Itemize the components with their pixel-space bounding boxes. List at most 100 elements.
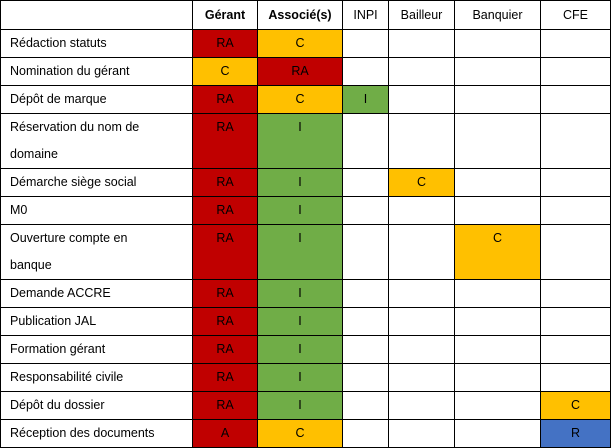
column-header-banquier: Banquier	[454, 0, 541, 30]
raci-cell-inpi	[342, 363, 389, 392]
table-row: Démarche siège social RA I C	[0, 168, 611, 197]
table-row: Dépôt de marque RA C I	[0, 85, 611, 114]
raci-cell-associes: I	[257, 224, 343, 280]
raci-cell-cfe	[540, 168, 611, 197]
raci-cell-cfe	[540, 279, 611, 308]
raci-cell-inpi	[342, 335, 389, 364]
raci-cell-bailleur	[388, 113, 455, 169]
raci-cell-cfe: C	[540, 391, 611, 420]
header-row: Gérant Associé(s) INPI Bailleur Banquier…	[0, 0, 611, 30]
raci-table-body: Rédaction statuts RA C Nomination du gérant…	[0, 29, 611, 448]
raci-cell-bailleur	[388, 57, 455, 86]
task-label-line: M0	[10, 203, 28, 217]
raci-cell-gerant: C	[192, 57, 258, 86]
raci-cell-bailleur	[388, 196, 455, 225]
table-row: Formation gérant RA I	[0, 335, 611, 364]
task-label-cell: Responsabilité civile	[0, 363, 193, 392]
column-header-cfe: CFE	[540, 0, 611, 30]
column-header-bailleur: Bailleur	[388, 0, 455, 30]
raci-cell-cfe	[540, 113, 611, 169]
raci-cell-bailleur	[388, 391, 455, 420]
raci-cell-associes: C	[257, 419, 343, 448]
raci-cell-bailleur	[388, 419, 455, 448]
raci-cell-associes: RA	[257, 57, 343, 86]
corner-cell	[0, 0, 193, 30]
raci-cell-inpi	[342, 307, 389, 336]
task-label-cell: Dépôt du dossier	[0, 391, 193, 420]
raci-cell-banquier	[454, 196, 541, 225]
task-label-line: Demande ACCRE	[10, 286, 111, 300]
raci-cell-cfe	[540, 196, 611, 225]
raci-cell-banquier	[454, 363, 541, 392]
raci-cell-associes: C	[257, 29, 343, 58]
task-label-cell: Formation gérant	[0, 335, 193, 364]
task-label-line: Dépôt du dossier	[10, 398, 105, 412]
raci-cell-associes: I	[257, 279, 343, 308]
raci-cell-inpi	[342, 113, 389, 169]
task-label-line: Ouverture compte en	[10, 231, 128, 245]
task-label-cell: Demande ACCRE	[0, 279, 193, 308]
task-label-line: Réservation du nom de	[10, 120, 140, 134]
raci-cell-associes: I	[257, 168, 343, 197]
raci-cell-gerant: RA	[192, 29, 258, 58]
raci-cell-banquier	[454, 57, 541, 86]
raci-cell-bailleur	[388, 307, 455, 336]
raci-cell-gerant: RA	[192, 335, 258, 364]
raci-cell-bailleur	[388, 335, 455, 364]
column-header-inpi: INPI	[342, 0, 389, 30]
raci-cell-associes: I	[257, 335, 343, 364]
task-label-line: Formation gérant	[10, 342, 106, 356]
task-label-cell: Rédaction statuts	[0, 29, 193, 58]
raci-cell-inpi	[342, 224, 389, 280]
raci-cell-inpi	[342, 419, 389, 448]
task-label-line: Nomination du gérant	[10, 64, 130, 78]
raci-cell-bailleur	[388, 363, 455, 392]
raci-cell-bailleur	[388, 224, 455, 280]
raci-cell-inpi: I	[342, 85, 389, 114]
raci-cell-associes: I	[257, 391, 343, 420]
raci-cell-inpi	[342, 168, 389, 197]
raci-cell-banquier	[454, 419, 541, 448]
raci-cell-gerant: RA	[192, 85, 258, 114]
task-label-cell: M0	[0, 196, 193, 225]
task-label-line: Réception des documents	[10, 426, 155, 440]
raci-cell-cfe	[540, 335, 611, 364]
raci-cell-gerant: RA	[192, 113, 258, 169]
raci-cell-gerant: RA	[192, 224, 258, 280]
raci-cell-associes: C	[257, 85, 343, 114]
raci-cell-gerant: RA	[192, 196, 258, 225]
raci-cell-banquier	[454, 307, 541, 336]
raci-cell-cfe	[540, 224, 611, 280]
raci-cell-banquier	[454, 391, 541, 420]
table-row: Ouverture compte en banque RA I C	[0, 224, 611, 280]
table-row: Responsabilité civile RA I	[0, 363, 611, 392]
raci-cell-gerant: RA	[192, 168, 258, 197]
task-label-line: Démarche siège social	[10, 175, 137, 189]
task-label-line: Rédaction statuts	[10, 36, 107, 50]
raci-cell-bailleur	[388, 29, 455, 58]
raci-cell-inpi	[342, 279, 389, 308]
task-label-line: Publication JAL	[10, 314, 97, 328]
raci-cell-cfe	[540, 29, 611, 58]
raci-cell-gerant: RA	[192, 279, 258, 308]
raci-cell-inpi	[342, 196, 389, 225]
raci-cell-inpi	[342, 391, 389, 420]
raci-cell-inpi	[342, 29, 389, 58]
task-label-cell: Démarche siège social	[0, 168, 193, 197]
task-label-cell: Réception des documents	[0, 419, 193, 448]
column-header-associes: Associé(s)	[257, 0, 343, 30]
raci-cell-cfe	[540, 85, 611, 114]
table-row: Nomination du gérant C RA	[0, 57, 611, 86]
raci-cell-banquier	[454, 85, 541, 114]
task-label-line: Responsabilité civile	[10, 370, 124, 384]
table-row: Dépôt du dossier RA I C	[0, 391, 611, 420]
raci-cell-banquier: C	[454, 224, 541, 280]
table-row: M0 RA I	[0, 196, 611, 225]
raci-cell-cfe	[540, 363, 611, 392]
raci-cell-bailleur: C	[388, 168, 455, 197]
task-label-line: Dépôt de marque	[10, 92, 107, 106]
raci-cell-cfe	[540, 57, 611, 86]
task-label-cell: Dépôt de marque	[0, 85, 193, 114]
raci-cell-cfe: R	[540, 419, 611, 448]
raci-cell-associes: I	[257, 307, 343, 336]
